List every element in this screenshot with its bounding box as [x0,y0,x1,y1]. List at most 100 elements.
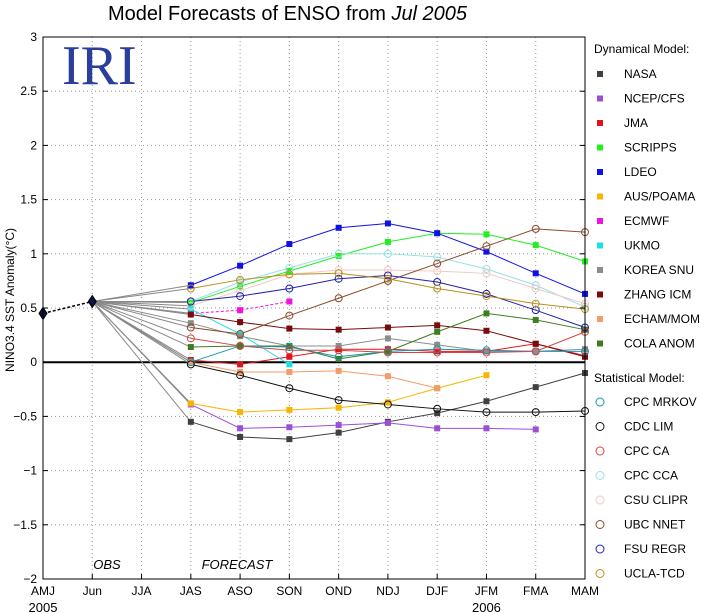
cpc-ca-point [482,348,491,357]
ubc-nnet-point [482,242,491,251]
cdc-lim-point [285,384,294,393]
x-year-label: 2006 [472,600,501,614]
legend-label-fsu-regr: FSU REGR [624,542,686,556]
legend-swatch-scripps [597,144,603,151]
scripps-point [483,231,490,238]
legend-swatch-ukmo [597,242,603,249]
x-tick-label: JJA [132,584,152,598]
nasa-point [434,410,441,417]
ldeo-point [237,262,244,269]
legend-label-ukmo: UKMO [624,239,660,253]
cola-anom-point [434,328,441,335]
ucla-tcd-point [334,269,343,278]
y-tick-label: 0 [30,355,37,369]
cpc-cca-point [482,264,491,273]
ubc-nnet-point [383,276,392,285]
csu-clipr-point [383,266,392,275]
ucla-tcd-point [285,270,294,279]
ubc-nnet-point [531,224,540,233]
cola-anom-point [532,316,539,323]
jma-point [286,353,293,360]
y-tick-label: −1 [23,464,37,478]
ucla-tcd-point [383,274,392,283]
cpc-mrkov-point [433,345,442,354]
grid-lines [43,37,585,579]
y-tick-label: −1.5 [13,518,37,532]
cpc-ca-point [285,346,294,355]
legend-header-dynamical: Dynamical Model: [594,42,689,56]
legend-label-jma: JMA [624,116,648,130]
legend-swatch-ldeo [597,169,603,175]
y-tick-label: 2 [30,138,37,152]
echam-mom-point [286,368,293,375]
korea-snu-point [335,342,342,349]
ncep-cfs-point [434,425,441,432]
x-axis: AMJ Jun JJA JAS ASO SON OND NDJ DJF JFM FMA MAM 2005… [29,574,599,614]
legend-swatch-ucla-tcd [595,569,605,578]
chart-title-main: Model Forecasts of ENSO from [108,3,386,25]
zhang-icm-connector [92,301,191,315]
cpc-ca-connector [92,301,191,339]
legend-swatch-cpc-mrkov [595,397,605,407]
aus-poama-connector [91,301,192,404]
cola-anom-connector [92,301,192,348]
ldeo-point [532,270,539,277]
legend-swatch-cdc-lim [595,422,605,431]
legend-swatch-jma [597,120,603,126]
legend-header-statistical: Statistical Model: [594,371,685,385]
nasa-point [237,433,244,440]
cola-anom-point [335,355,342,362]
y-tick-label: −0.5 [13,409,37,423]
x-tick-label: JFM [475,584,498,598]
aus-poama-point [335,404,342,411]
scripps-point [384,238,391,245]
cdc-lim-point [186,360,195,369]
ucla-tcd-point [531,299,540,308]
legend-label-ncep-cfs: NCEP/CFS [624,92,685,106]
fsu-regr-point [285,284,294,293]
y-tick-label: 3 [30,30,37,44]
ncep-cfs-point [384,419,391,426]
x-tick-label: DJF [426,584,448,598]
legend-label-aus-poama: AUS/POAMA [624,190,695,204]
korea-snu-point [187,320,194,327]
x-tick-label: OND [325,584,352,598]
legend-swatch-nasa [597,71,603,77]
cpc-cca-point [531,281,540,290]
legend-label-ecmwf: ECMWF [624,214,669,228]
cola-anom-point [483,310,490,317]
legend-label-ldeo: LDEO [624,165,657,179]
y-tick-label: 0.5 [20,301,37,315]
legend-swatch-ecmwf [597,218,603,224]
ldeo-connector [92,284,191,302]
y-tick-label: −2 [23,572,37,586]
ucla-tcd-point [186,284,195,293]
korea-snu-point [434,341,441,348]
korea-snu-point [384,335,391,342]
scripps-point [532,242,539,249]
x-tick-label: ASO [227,584,252,598]
jma-point [434,348,441,355]
jma-point [237,361,244,368]
series-markers [186,220,589,443]
legend-swatch-fsu-regr [595,544,605,554]
ncep-cfs-line [190,404,536,430]
csu-clipr-point [186,301,195,310]
ubc-nnet-point [236,330,245,339]
zhang-icm-point [286,325,293,332]
zhang-icm-point [483,327,490,334]
cdc-lim-point [531,408,540,417]
csu-clipr-point [482,269,491,278]
legend-label-cpc-ca: CPC CA [624,444,669,458]
x-tick-label: AMJ [31,584,55,598]
observed-series [38,294,97,321]
aus-poama-point [237,409,244,416]
korea-snu-connector [92,301,191,324]
zhang-icm-point [237,319,244,326]
chart-title: Model Forecasts of ENSO from Jul 2005 [108,3,468,25]
aus-poama-point [187,400,194,407]
observed-point [87,294,97,309]
ukmo-point [286,361,293,368]
cola-anom-point [237,342,244,349]
